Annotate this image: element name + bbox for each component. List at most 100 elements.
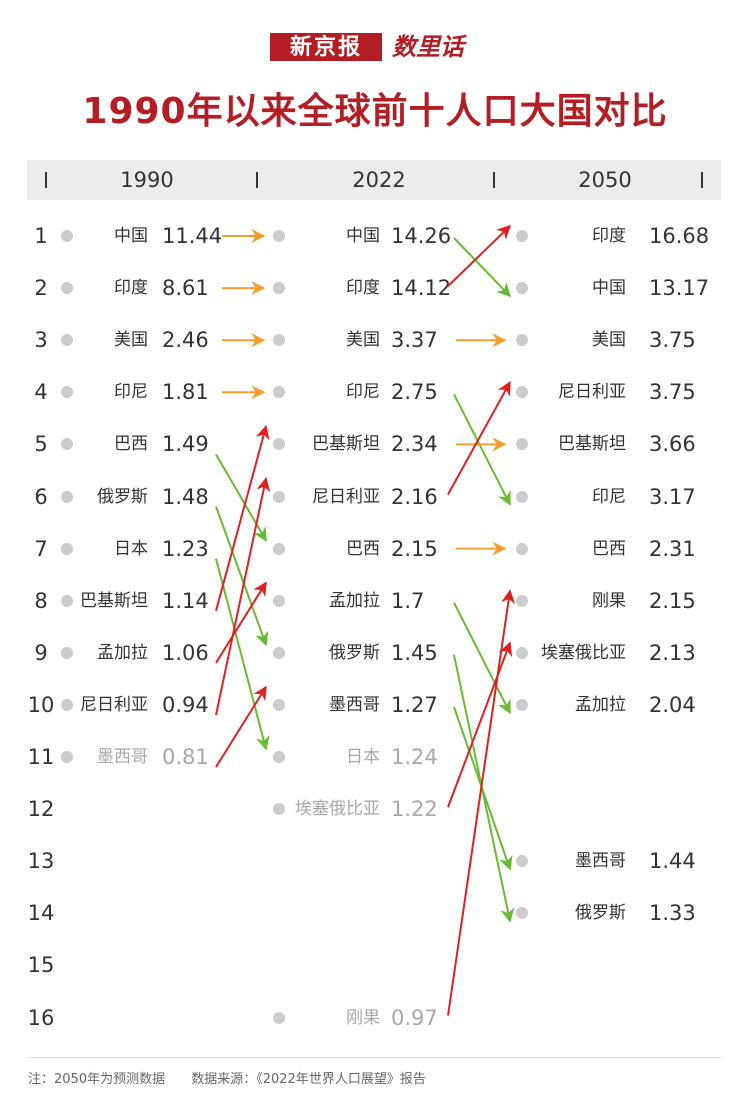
footer: 注：2050年为预测数据 数据来源：《2022年世界人口展望》报告 [28,1068,448,1087]
c2050-population-value: 2.31 [649,536,696,561]
rank-number: 7 [34,536,48,561]
brand-column-name: 数里话 [392,33,464,61]
c2050-dot [516,646,528,659]
arrow-2022-2050 [447,641,513,808]
arrow-1990-2022 [215,453,267,542]
c2050-country-name: 尼日利亚 [558,382,626,403]
c2050-country-name: 埃塞俄比亚 [541,642,626,663]
brand-header: 新京报 数里话 [0,33,750,63]
rank-number: 14 [27,901,55,926]
c2050-population-value: 1.33 [649,901,696,926]
c2050-dot [516,855,528,868]
c2022-population-value: 1.7 [391,588,425,613]
c2022-country-name: 俄罗斯 [329,642,380,663]
c2022-dot [273,803,285,816]
c1990-population-value: 1.23 [162,536,209,561]
rank-number: 5 [34,432,48,457]
footer-divider [27,1057,721,1058]
arrow-2022-2050 [453,393,511,506]
year-header-bar: 1990 2022 2050 [27,160,721,200]
c1990-dot [61,542,73,555]
c2022-population-value: 1.24 [391,745,438,769]
c1990-dot [61,594,73,607]
rank-number: 9 [34,640,48,665]
c2022-country-name: 中国 [346,226,380,246]
c2022-country-name: 日本 [346,747,380,767]
c1990-population-value: 0.94 [162,692,209,717]
c2050-country-name: 俄罗斯 [575,903,626,924]
header-separator [701,172,703,188]
c2050-dot [516,230,528,242]
c2022-dot [273,542,285,555]
c2022-dot [273,386,285,399]
c1990-dot [61,334,73,347]
arrow-1990-2022 [215,477,271,716]
c2050-population-value: 2.15 [649,588,696,613]
c2022-country-name: 尼日利亚 [312,486,380,507]
c2022-population-value: 2.34 [391,432,438,457]
c1990-country-name: 尼日利亚 [80,694,148,715]
c1990-population-value: 0.81 [162,745,209,769]
c1990-dot [61,386,73,399]
rank-number: 12 [27,797,55,822]
brand-logo: 新京报 [270,33,382,61]
header-separator [45,172,47,188]
arrow-1990-2022 [215,425,270,611]
c2022-population-value: 0.97 [391,1005,438,1030]
c1990-dot [61,490,73,503]
arrow-2022-2050 [447,381,511,495]
header-separator [256,172,258,188]
c2022-dot [273,438,285,451]
c2050-dot [516,490,528,503]
c2022-country-name: 印尼 [346,382,380,403]
c2022-population-value: 3.37 [391,328,438,353]
c2050-country-name: 墨西哥 [575,851,626,872]
c2050-dot [516,438,528,451]
c1990-country-name: 美国 [114,330,148,351]
c2050-dot [516,542,528,555]
c1990-country-name: 墨西哥 [97,747,148,767]
c2022-country-name: 印度 [346,278,380,299]
arrow-1990-2022 [215,506,269,647]
arrow-2022-2050 [447,589,516,1016]
c2050-population-value: 13.17 [649,276,710,301]
c1990-country-name: 孟加拉 [97,642,148,663]
c1990-population-value: 1.48 [162,484,209,509]
c2050-population-value: 3.17 [649,484,696,509]
rank-number: 15 [27,953,55,978]
c1990-country-name: 印度 [114,278,148,299]
c1990-population-value: 2.46 [162,328,209,353]
c1990-country-name: 印尼 [114,382,148,403]
c2050-country-name: 刚果 [592,590,626,611]
footer-note: 注：2050年为预测数据 [28,1072,166,1087]
c2022-population-value: 2.75 [391,380,438,405]
c2022-country-name: 美国 [346,330,380,351]
c1990-country-name: 巴西 [114,434,148,455]
c1990-population-value: 1.14 [162,588,209,613]
rank-number: 2 [34,276,48,301]
c2022-dot [273,1011,285,1024]
c2022-population-value: 2.16 [391,484,438,509]
c2050-dot [516,907,528,920]
header-year-2022: 2022 [352,168,406,192]
c2050-population-value: 16.68 [649,224,710,248]
arrow-2022-2050 [453,602,511,715]
c2050-population-value: 2.13 [649,640,696,665]
rank-number: 6 [34,484,48,509]
rank-number: 13 [27,849,55,874]
c2022-dot [273,230,285,242]
c2022-population-value: 1.45 [391,640,438,665]
c2050-country-name: 印度 [592,226,626,246]
rank-number: 16 [27,1005,55,1030]
header-year-2050: 2050 [578,168,632,192]
arrow-2022-2050 [447,225,512,287]
c2022-dot [273,751,285,763]
rank-number: 4 [34,380,48,405]
c1990-dot [61,751,73,763]
c1990-population-value: 1.49 [162,432,209,457]
rank-number: 11 [27,745,55,769]
c2050-population-value: 1.44 [649,849,696,874]
c1990-dot [61,282,73,295]
c2050-country-name: 巴基斯坦 [558,434,626,455]
